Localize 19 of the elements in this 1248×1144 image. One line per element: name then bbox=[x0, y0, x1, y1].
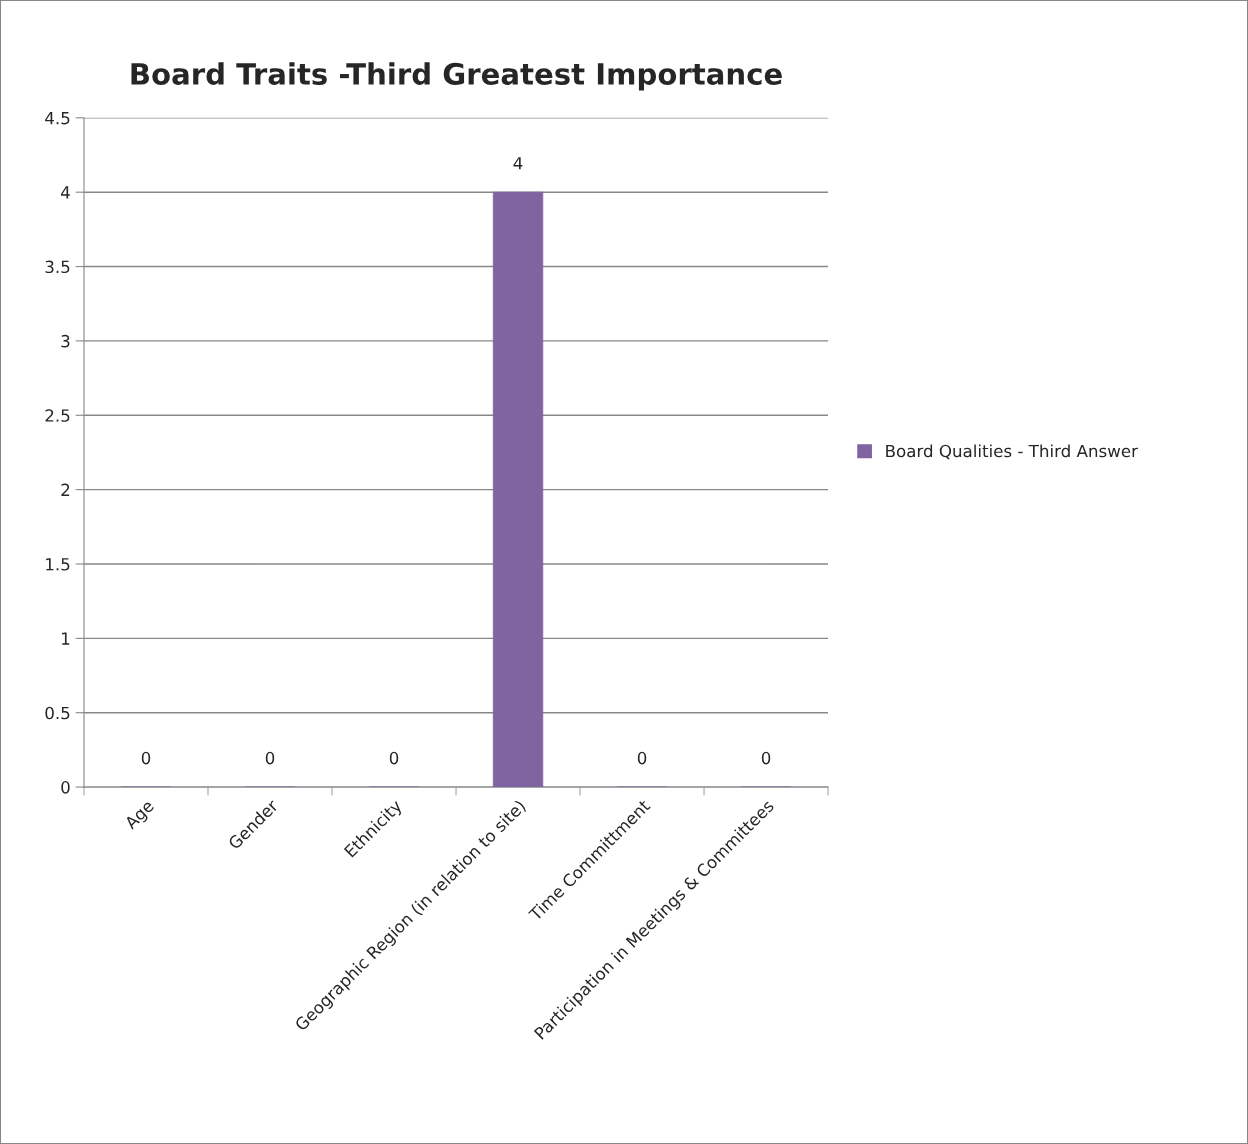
data-label: 0 bbox=[637, 751, 647, 765]
data-label: 0 bbox=[389, 751, 399, 765]
data-label: 0 bbox=[761, 751, 771, 765]
y-tick-label: 2.5 bbox=[45, 409, 70, 422]
y-tick-label: 2 bbox=[61, 483, 70, 496]
y-tick-label: 0.5 bbox=[45, 706, 70, 720]
chart-title: Board Traits -Third Greatest Importance bbox=[131, 62, 782, 91]
x-tick-label: Age bbox=[123, 799, 157, 833]
y-tick-label: 3.5 bbox=[45, 260, 70, 274]
y-tick-label: 1.5 bbox=[46, 558, 70, 571]
data-label: 0 bbox=[265, 751, 275, 765]
y-tick-label: 0 bbox=[61, 781, 70, 794]
y-tick-label: 3 bbox=[61, 334, 70, 348]
data-label: 0 bbox=[141, 751, 151, 765]
y-tick-label: 4.5 bbox=[45, 112, 70, 125]
y-tick-label: 1 bbox=[62, 632, 70, 645]
data-label: 4 bbox=[513, 157, 523, 170]
legend-label: Board Qualities - Third Answer bbox=[886, 444, 1138, 460]
y-tick-label: 4 bbox=[61, 186, 70, 199]
